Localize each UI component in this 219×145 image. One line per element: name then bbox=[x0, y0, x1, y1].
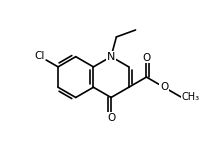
Text: Cl: Cl bbox=[34, 51, 45, 61]
Text: O: O bbox=[107, 113, 115, 123]
Text: O: O bbox=[142, 53, 150, 63]
Text: N: N bbox=[107, 52, 115, 62]
Text: O: O bbox=[160, 82, 168, 92]
Text: CH₃: CH₃ bbox=[182, 93, 200, 103]
